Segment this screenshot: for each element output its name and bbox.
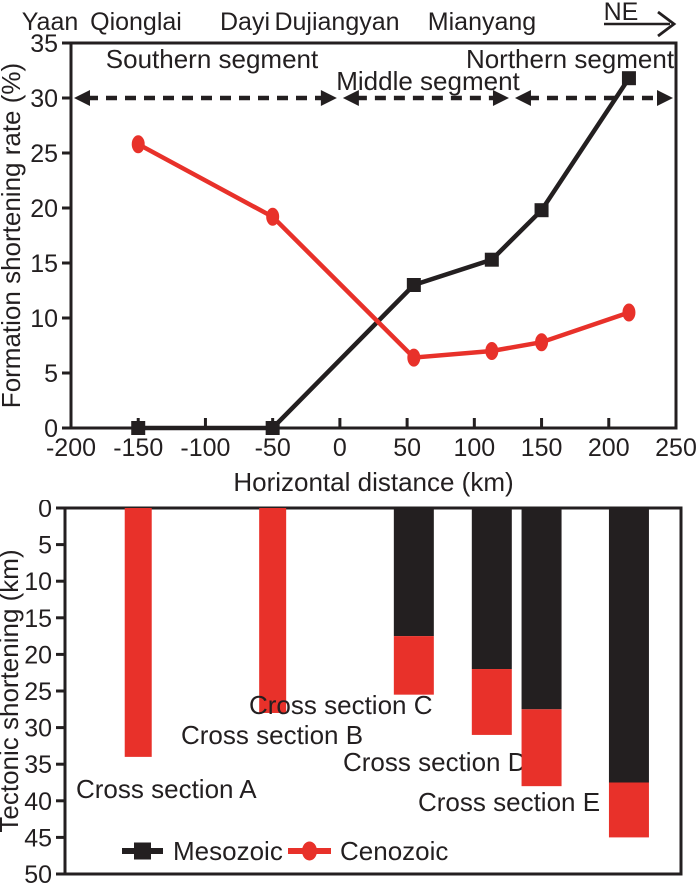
bar-label: Cross section E <box>418 787 600 817</box>
x-axis-title: Horizontal distance (km) <box>233 467 513 497</box>
y-tick-label: 0 <box>44 415 58 443</box>
x-tick-label: 100 <box>453 434 495 462</box>
cenozoic-line <box>137 142 630 360</box>
city-label: Qionglai <box>90 8 182 36</box>
city-label: Dayi <box>220 8 270 36</box>
data-point-marker <box>485 342 499 360</box>
x-tick-label: 50 <box>393 434 421 462</box>
legend-marker <box>302 841 317 861</box>
bar-cenozoic <box>393 636 434 695</box>
y-tick-label: 10 <box>24 568 52 596</box>
bar-cenozoic <box>521 709 562 787</box>
bar-mesozoic <box>521 509 562 710</box>
city-label: Dujiangyan <box>274 8 399 36</box>
y-tick-label: 35 <box>30 30 58 58</box>
data-point-marker <box>484 252 499 267</box>
bar-cenozoic <box>124 508 152 757</box>
mesozoic-line <box>138 76 631 431</box>
x-tick-label: -150 <box>113 434 163 462</box>
y-tick-label: 5 <box>44 360 58 388</box>
top-plot-border <box>69 41 678 430</box>
ne-arrow-icon <box>657 10 677 38</box>
data-point-marker <box>407 348 421 367</box>
x-tick-label: -200 <box>46 434 96 462</box>
y-tick-label: 15 <box>30 250 58 278</box>
bar-label: Cross section A <box>76 774 257 804</box>
y-tick-label: 30 <box>30 85 58 113</box>
data-point-marker <box>131 135 145 154</box>
city-label: Yaan <box>22 8 79 36</box>
bar-label: Cross section D <box>343 747 527 777</box>
bar-mesozoic <box>471 509 512 670</box>
y-tick-label: 50 <box>24 861 52 889</box>
y-axis-title: Formation shortening rate (%) <box>0 63 26 408</box>
x-tick-label: -50 <box>255 434 291 462</box>
bar-cenozoic <box>471 669 512 735</box>
x-tick-label: -100 <box>180 434 230 462</box>
data-point-marker <box>534 203 549 218</box>
y-tick-label: 20 <box>30 195 58 223</box>
segment-arrowhead <box>74 90 90 106</box>
bar-mesozoic <box>393 509 434 637</box>
data-point-marker <box>131 421 146 435</box>
x-tick-label: 250 <box>655 434 697 462</box>
data-point-marker <box>265 421 280 435</box>
y-tick-label: 25 <box>30 140 58 168</box>
y-tick-label: 10 <box>30 305 58 333</box>
x-tick-label: 200 <box>588 434 630 462</box>
legend-item-label: Cenozoic <box>340 836 448 866</box>
data-point-marker <box>622 303 636 322</box>
y-tick-label: 30 <box>24 715 52 743</box>
y-tick-label: 35 <box>24 751 52 779</box>
y-tick-label: 25 <box>24 678 52 706</box>
segment-label: Southern segment <box>106 44 319 74</box>
city-label: Mianyang <box>428 8 536 36</box>
segment-label: Middle segment <box>336 66 520 96</box>
x-tick-label: 150 <box>521 434 563 462</box>
legend-marker <box>134 842 151 860</box>
bar-label: Cross section C <box>249 690 433 720</box>
y-tick-label: 45 <box>24 824 52 852</box>
data-point-marker <box>535 333 549 352</box>
y-axis-title: Tectonic shortening (km) <box>0 549 24 832</box>
y-tick-label: 40 <box>24 788 52 816</box>
bar-mesozoic <box>608 509 649 783</box>
y-tick-label: 20 <box>24 641 52 669</box>
y-tick-label: 5 <box>38 532 52 560</box>
segment-arrowhead <box>514 90 531 106</box>
segment-arrowhead <box>657 90 673 106</box>
segment-arrowhead <box>320 90 337 106</box>
x-tick-label: 0 <box>333 434 347 462</box>
segment-arrowhead <box>492 90 509 106</box>
bar-cenozoic <box>608 782 649 838</box>
segment-arrowhead <box>342 90 359 106</box>
legend-item-label: Mesozoic <box>173 836 283 866</box>
y-tick-label: 15 <box>24 605 52 633</box>
bar-cenozoic <box>259 508 287 713</box>
data-point-marker <box>621 71 636 86</box>
ne-label: NE <box>604 0 639 26</box>
bar-label: Cross section B <box>181 720 363 750</box>
formation-shortening-rate-chart: Yaan Qionglai Dayi Dujiangyan Mianyang NE -200… <box>0 0 697 497</box>
data-point-marker <box>266 207 280 226</box>
data-point-marker <box>406 278 421 292</box>
y-tick-label: 0 <box>38 500 52 523</box>
segment-label: Northern segment <box>466 44 675 74</box>
tectonic-shortening-bar-chart: 0 5 10 15 20 25 30 35 40 45 50 Tectonic shortening … <box>0 500 683 889</box>
